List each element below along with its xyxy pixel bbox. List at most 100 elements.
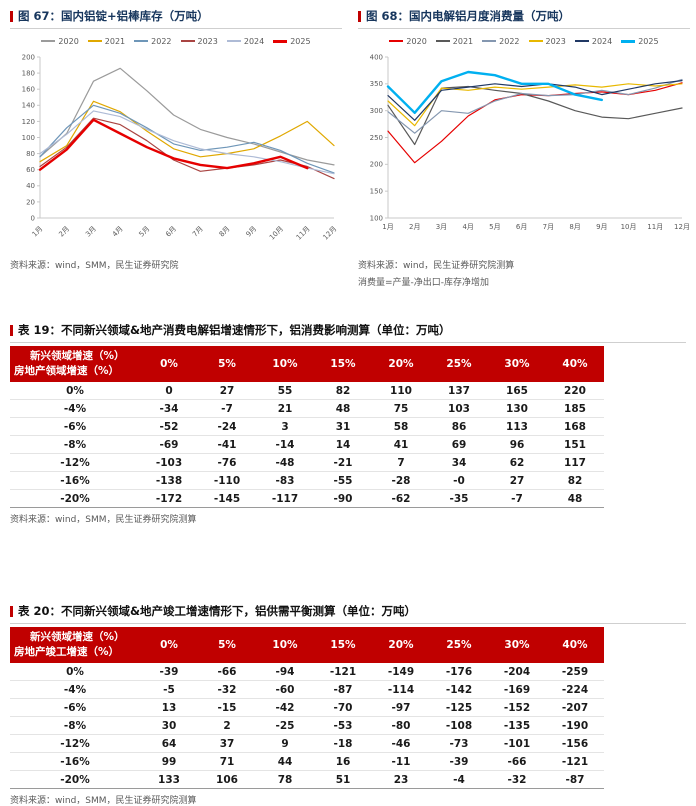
value-cell: 185 [546,399,604,418]
value-cell: 78 [256,770,314,789]
value-cell: -152 [488,698,546,717]
value-cell: 64 [140,734,198,753]
value-cell: 133 [140,770,198,789]
value-cell: 130 [488,399,546,418]
figure-67-legend: 2020 2021 2022 2023 2024 2025 [10,35,342,47]
value-cell: -176 [430,663,488,681]
x-tick-label: 9月 [244,225,258,239]
x-tick-label: 1月 [382,223,393,231]
y-tick-label: 40 [26,182,35,190]
value-cell: -121 [546,752,604,771]
x-tick-label: 1月 [31,225,45,239]
table-row: -8% 30 2 -25 -53 -80 -108 -135 -190 [10,716,604,735]
figure-67-title: 图 67：国内铝锭+铝棒库存（万吨） [18,9,209,23]
value-cell: -94 [256,663,314,681]
value-cell: 16 [314,752,372,771]
value-cell: -169 [488,680,546,699]
row-label: -4% [10,680,140,699]
x-tick-label: 11月 [295,225,312,242]
y-tick-label: 150 [370,188,383,196]
legend-label: 2023 [197,36,218,46]
legend-item-2023: 2023 [180,36,218,46]
row-label: -12% [10,734,140,753]
x-tick-label: 6月 [164,225,178,239]
value-cell: 75 [372,399,430,418]
value-cell: -35 [430,489,488,508]
column-header: 25% [430,346,488,382]
value-cell: -204 [488,663,546,681]
value-cell: 137 [430,382,488,400]
legend-label: 2022 [499,36,520,46]
legend-label: 2021 [452,36,474,46]
table-row: -20% 133 106 78 51 23 -4 -32 -87 [10,770,604,789]
row-label: -6% [10,698,140,717]
column-header: 20% [372,346,430,382]
column-header: 15% [314,627,372,663]
series-2022-line [387,78,683,134]
table-19-block: 表 19：不同新兴领域&地产消费电解铝增速情形下，铝消费影响测算（单位：万吨） … [10,322,686,525]
value-cell: -135 [488,716,546,735]
value-cell: -62 [372,489,430,508]
value-cell: -110 [198,471,256,490]
y-tick-label: 60 [26,166,35,174]
value-cell: -80 [372,716,430,735]
x-tick-label: 5月 [489,223,500,231]
figure-68-title-row: 图 68：国内电解铝月度消费量（万吨） [358,8,690,29]
value-cell: 110 [372,382,430,400]
x-tick-label: 8月 [569,223,580,231]
column-header: 10% [256,346,314,382]
table-row: -4% -5 -32 -60 -87 -114 -142 -169 -224 [10,680,604,699]
column-axis-label: 新兴领域增速（%） [30,350,125,362]
x-tick-label: 10月 [621,223,637,231]
value-cell: 113 [488,417,546,436]
table-19-title: 表 19：不同新兴领域&地产消费电解铝增速情形下，铝消费影响测算（单位：万吨） [18,323,451,337]
value-cell: -52 [140,417,198,436]
value-cell: -66 [488,752,546,771]
value-cell: -224 [546,680,604,699]
column-axis-label: 新兴领域增速（%） [30,631,125,643]
row-label: -4% [10,399,140,418]
value-cell: 44 [256,752,314,771]
series-2020-line [39,67,335,166]
table-row: 0% 0 27 55 82 110 137 165 220 [10,382,604,400]
legend-label: 2023 [545,36,566,46]
table-19-container: 新兴领域增速（%） 房地产领域增速（%） 0% 5% 10% 15% 20% 25% 30% 40… [10,346,686,508]
value-cell: 117 [546,453,604,472]
y-tick-label: 300 [370,107,383,115]
legend-item-2021: 2021 [87,37,125,46]
table-row: 0% -39 -66 -94 -121 -149 -176 -204 -259 [10,663,604,681]
legend-item-2025: 2025 [621,37,659,46]
column-header: 10% [256,627,314,663]
table-row: -12% -103 -76 -48 -21 7 34 62 117 [10,453,604,472]
table-20-container: 新兴领域增速（%） 房地产竣工增速（%） 0% 5% 10% 15% 20% 25% 30% 40… [10,627,686,789]
matrix-table: 新兴领域增速（%） 房地产竣工增速（%） 0% 5% 10% 15% 20% 25% 30% 40… [10,627,604,789]
column-header: 25% [430,627,488,663]
value-cell: -101 [488,734,546,753]
figure-68: 图 68：国内电解铝月度消费量（万吨） 2020 2021 2022 2023 2024… [358,8,690,288]
x-tick-label: 6月 [516,223,527,231]
matrix-table: 新兴领域增速（%） 房地产领域增速（%） 0% 5% 10% 15% 20% 25% 30% 40… [10,346,604,508]
value-cell: 30 [140,716,198,735]
column-header: 5% [198,346,256,382]
value-cell: -142 [430,680,488,699]
x-tick-label: 2月 [57,225,71,239]
table-row: -16% 99 71 44 16 -11 -39 -66 -121 [10,752,604,771]
value-cell: 27 [488,471,546,490]
value-cell: -41 [198,435,256,454]
value-cell: 2 [198,716,256,735]
value-cell: -53 [314,716,372,735]
value-cell: 62 [488,453,546,472]
row-label: -8% [10,716,140,735]
value-cell: -66 [198,663,256,681]
value-cell: -103 [140,453,198,472]
value-cell: 220 [546,382,604,400]
value-cell: 37 [198,734,256,753]
y-tick-label: 200 [370,161,383,169]
figure-67-title-row: 图 67：国内铝锭+铝棒库存（万吨） [10,8,342,29]
value-cell: 99 [140,752,198,771]
value-cell: 0 [140,382,198,400]
y-tick-label: 80 [26,150,35,158]
series-2023-line [387,83,683,127]
x-tick-label: 2月 [409,223,420,231]
value-cell: -69 [140,435,198,454]
